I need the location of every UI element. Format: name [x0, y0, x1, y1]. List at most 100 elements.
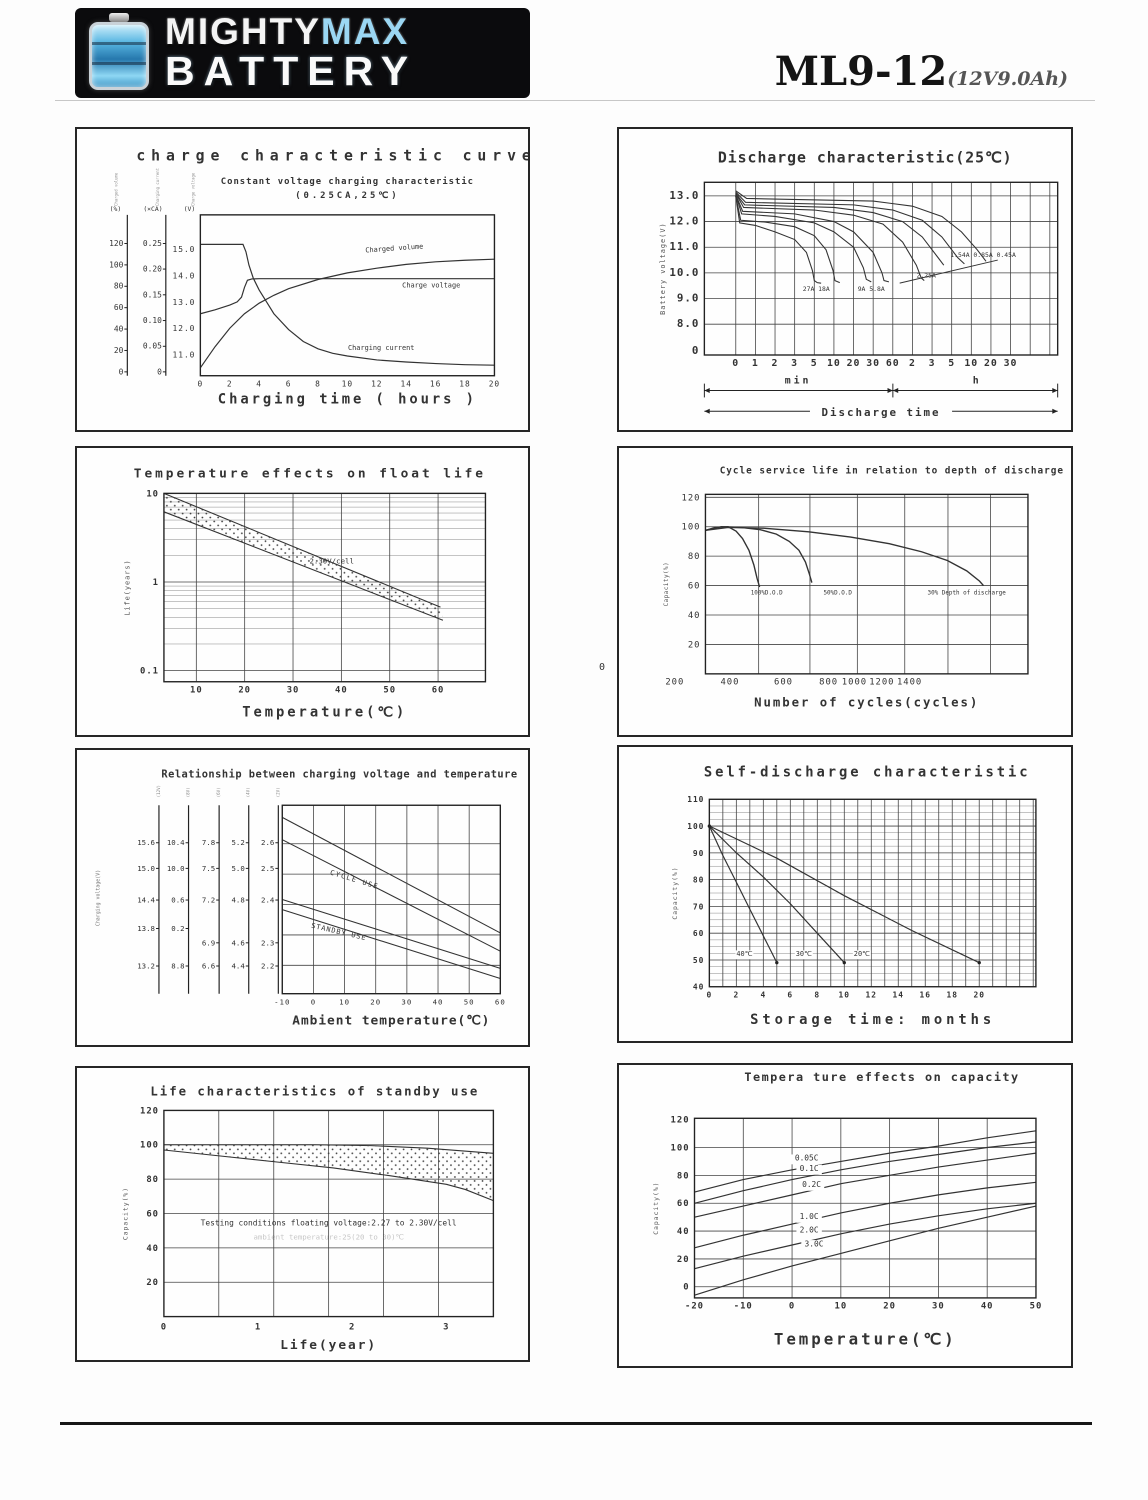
- svg-text:80: 80: [688, 552, 701, 562]
- svg-text:600: 600: [774, 678, 793, 688]
- svg-text:16: 16: [430, 380, 441, 389]
- svg-text:14.4: 14.4: [137, 896, 155, 905]
- svg-text:12.0: 12.0: [669, 215, 699, 228]
- svg-text:Number of cycles(cycles): Number of cycles(cycles): [754, 695, 979, 709]
- svg-text:100: 100: [140, 1141, 159, 1151]
- svg-text:ambient temperature:25(20 to 3: ambient temperature:25(20 to 30)℃: [253, 1232, 403, 1241]
- svg-text:2: 2: [733, 991, 739, 1000]
- chart-discharge-characteristic: 0 1 2 3 5 10 20 30 60 2 3 5 10 20 30 13.0 12.0 11.0 10.0 9.…: [617, 127, 1073, 432]
- svg-text:20: 20: [973, 991, 984, 1000]
- svg-text:13.0: 13.0: [173, 298, 196, 307]
- svg-text:3.0C: 3.0C: [805, 1239, 824, 1248]
- svg-text:8.8: 8.8: [171, 961, 184, 970]
- svg-text:18: 18: [947, 991, 958, 1000]
- series-40C-line: [708, 825, 778, 963]
- svg-text:Charging time ( hours ): Charging time ( hours ): [218, 391, 477, 407]
- svg-text:0.25: 0.25: [143, 239, 162, 248]
- svg-text:9A 5.8A: 9A 5.8A: [858, 285, 885, 293]
- svg-text:18: 18: [459, 380, 470, 389]
- model-capacity: (12V9.0Ah): [947, 68, 1068, 90]
- self-discharge-svg: 0 2 4 6 8 10 12 14 16 18 20 110 100 90 80 70 60 50 40 40℃ 30…: [671, 765, 1037, 1028]
- svg-text:0: 0: [692, 344, 700, 357]
- svg-text:Life characteristics of standb: Life characteristics of standby use: [150, 1085, 479, 1099]
- plot-border: [163, 492, 487, 683]
- svg-text:10.0: 10.0: [167, 864, 185, 873]
- svg-text:(×CA): (×CA): [143, 205, 162, 213]
- svg-text:(4V): (4V): [246, 787, 251, 797]
- svg-text:4: 4: [256, 380, 262, 389]
- chart-cycle-service-life: 200 400 600 800 1000 1200 1400 120 100 80 60 40 20 10…: [617, 446, 1073, 737]
- svg-text:90: 90: [693, 849, 704, 858]
- svg-text:20: 20: [370, 998, 381, 1007]
- plot-border: [163, 1109, 495, 1318]
- series-charge-voltage: [200, 278, 495, 315]
- series-1.54A: [735, 193, 945, 266]
- svg-text:Discharge characteristic(25℃): Discharge characteristic(25℃): [718, 150, 1013, 167]
- svg-text:Charging current: Charging current: [348, 344, 414, 352]
- svg-text:60: 60: [693, 929, 704, 938]
- svg-text:0: 0: [789, 1302, 795, 1312]
- svg-text:80: 80: [677, 1171, 690, 1181]
- series-charging-current: [200, 243, 495, 366]
- chart-charge-characteristic: 120 100 80 60 40 20 0 0.25 0.20 0.15 0.10 0.05 0 0 2 4 6…: [75, 127, 530, 432]
- svg-text:13.8: 13.8: [137, 924, 155, 933]
- svg-text:Cycle service life in relation: Cycle service life in relation to depth …: [720, 466, 1064, 477]
- svg-text:0: 0: [197, 380, 203, 389]
- svg-text:0: 0: [683, 1283, 689, 1293]
- series-standby-use-lower: [282, 909, 501, 980]
- svg-text:5: 5: [811, 358, 818, 369]
- svg-text:Battery voltage(V): Battery voltage(V): [659, 222, 667, 314]
- series-5.8A: [735, 194, 890, 283]
- svg-text:10: 10: [835, 1302, 848, 1312]
- svg-text:8: 8: [315, 380, 321, 389]
- svg-text:12.0: 12.0: [173, 324, 196, 333]
- svg-text:0.05: 0.05: [143, 342, 162, 351]
- series-cutoff-line: [899, 259, 998, 284]
- series-2.25A: [735, 193, 925, 281]
- svg-text:30: 30: [1004, 358, 1018, 369]
- model-number: ML9-12: [774, 48, 948, 95]
- svg-text:100: 100: [687, 822, 704, 831]
- svg-text:14: 14: [893, 991, 904, 1000]
- svg-text:6.9: 6.9: [202, 938, 215, 947]
- svg-text:10: 10: [964, 358, 978, 369]
- plot-border: [281, 804, 502, 995]
- svg-text:0: 0: [311, 998, 316, 1007]
- plot-border: [199, 214, 496, 377]
- svg-text:0.1: 0.1: [140, 667, 159, 677]
- chart-standby-life: 0 1 2 3 120 100 80 60 40 20 Testing conditions flo…: [75, 1066, 530, 1362]
- svg-text:(8V): (8V): [186, 787, 191, 797]
- svg-text:40℃: 40℃: [736, 950, 752, 958]
- svg-text:Temperature(℃): Temperature(℃): [242, 704, 407, 720]
- svg-text:3: 3: [929, 358, 936, 369]
- svg-text:10: 10: [339, 998, 350, 1007]
- svg-text:7.8: 7.8: [202, 838, 215, 847]
- svg-text:0.2C: 0.2C: [802, 1180, 821, 1189]
- svg-text:min: min: [785, 375, 812, 387]
- svg-text:4.8: 4.8: [231, 896, 244, 905]
- svg-text:(0.25CA,25℃): (0.25CA,25℃): [295, 190, 399, 201]
- svg-text:charge characteristic curve: charge characteristic curve: [136, 148, 528, 165]
- svg-text:13.2: 13.2: [137, 961, 155, 970]
- svg-text:20: 20: [238, 686, 251, 696]
- svg-text:30: 30: [866, 358, 880, 369]
- series-20C-line: [709, 825, 980, 964]
- svg-text:6: 6: [787, 991, 793, 1000]
- series-0.2C: [694, 1152, 1037, 1218]
- svg-text:20: 20: [489, 380, 500, 389]
- svg-text:3: 3: [791, 358, 798, 369]
- brand-line1: MIGHTYMAX: [165, 13, 417, 51]
- svg-text:1: 1: [153, 578, 159, 588]
- series-2.0C: [694, 1202, 1037, 1270]
- svg-text:0: 0: [732, 358, 739, 369]
- svg-text:Charging current: Charging current: [155, 168, 160, 206]
- svg-text:6: 6: [286, 380, 292, 389]
- svg-text:40: 40: [114, 325, 124, 334]
- svg-text:Ambient temperature(℃): Ambient temperature(℃): [292, 1013, 490, 1028]
- series-30C-line: [708, 825, 845, 964]
- svg-text:40: 40: [693, 983, 704, 992]
- footer-divider: [60, 1422, 1092, 1425]
- svg-text:30: 30: [287, 686, 300, 696]
- svg-text:13.0: 13.0: [669, 189, 699, 202]
- svg-text:12: 12: [371, 380, 382, 389]
